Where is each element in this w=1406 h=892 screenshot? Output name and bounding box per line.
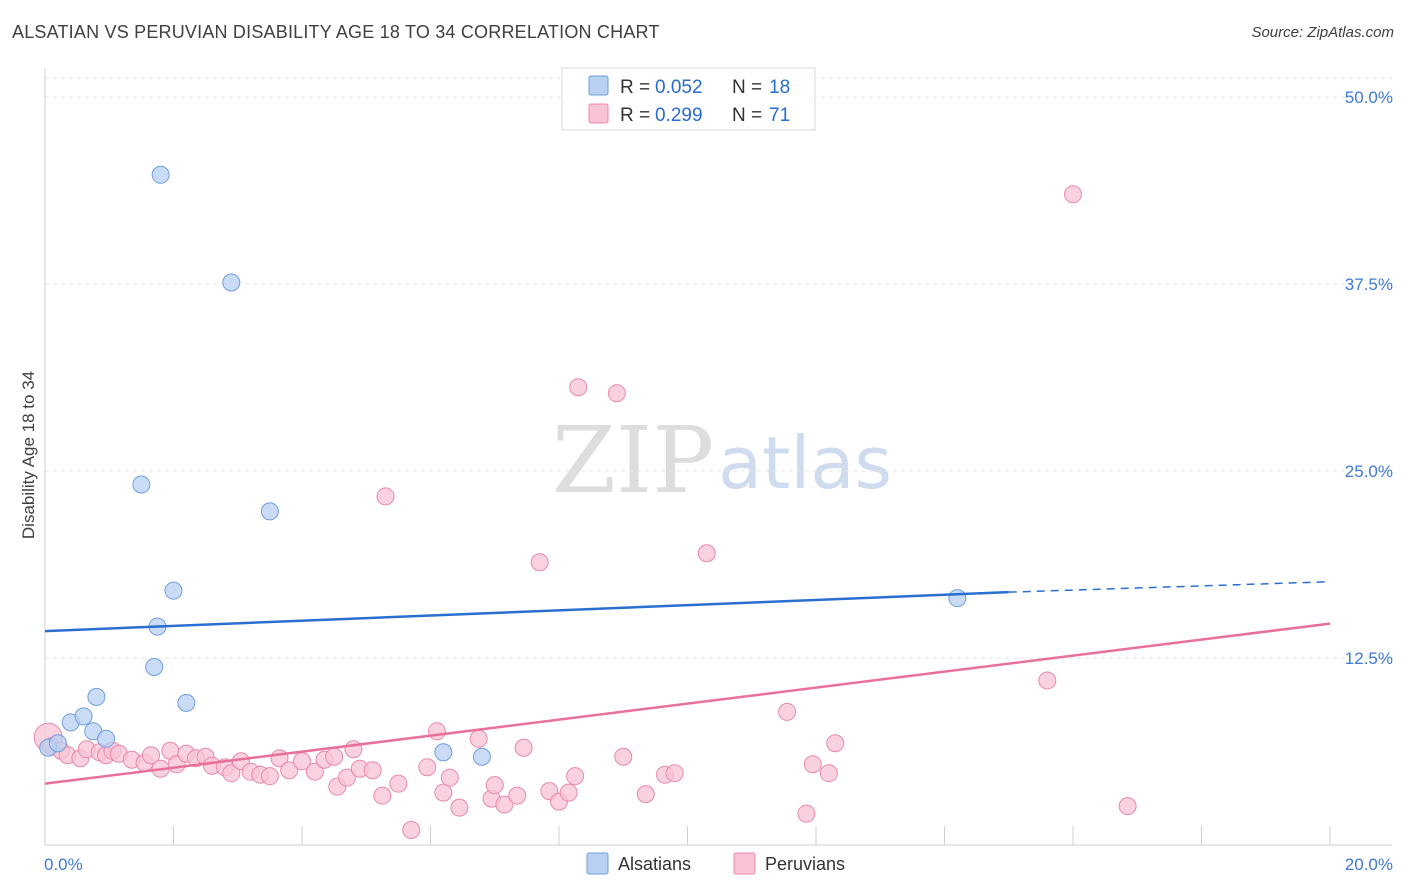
legend-n-value-peruvians: 71: [769, 105, 790, 126]
alsatian-point: [87, 687, 106, 706]
chart-title: ALSATIAN VS PERUVIAN DISABILITY AGE 18 T…: [12, 22, 660, 42]
peruvian-point: [697, 544, 716, 563]
legend-r-value-alsatians: 0.052: [655, 77, 703, 98]
peruvian-point: [363, 761, 382, 780]
y-tick-label: 12.5%: [1345, 649, 1393, 668]
watermark-zip: ZIP: [552, 407, 714, 514]
peruvian-point: [778, 702, 797, 721]
peruvian-point: [280, 761, 299, 780]
legend-swatch-alsatians: [588, 75, 609, 96]
peruvian-point: [514, 738, 533, 757]
alsatian-point: [97, 729, 116, 748]
alsatian-point: [177, 693, 196, 712]
peruvian-point: [559, 783, 578, 802]
peruvian-point: [418, 758, 437, 777]
alsatian-point: [74, 707, 93, 726]
alsatian-point: [132, 475, 151, 494]
peruvian-point: [1118, 797, 1137, 816]
gridlines: [45, 77, 1392, 659]
peruvian-point: [434, 783, 453, 802]
peruvian-point: [325, 747, 344, 766]
peruvian-point: [607, 384, 626, 403]
legend-n-label-alsatians: N =: [732, 77, 762, 98]
peruvian-point: [636, 785, 655, 804]
x-tick-label-min: 0.0%: [44, 855, 83, 874]
series-legend-label-alsatians: Alsatians: [618, 854, 691, 874]
peruvian-point: [337, 768, 356, 787]
peruvian-point: [803, 755, 822, 774]
alsatian-point: [472, 747, 491, 766]
legend-r-label-alsatians: R =: [620, 77, 650, 98]
y-tick-label: 37.5%: [1345, 275, 1393, 294]
watermark-atlas: atlas: [718, 421, 892, 505]
peruvian-point: [427, 722, 446, 741]
correlation-legend: R = 0.052 N = 18 R = 0.299 N = 71: [561, 67, 816, 131]
y-tick-label: 50.0%: [1345, 88, 1393, 107]
peruvian-point: [260, 767, 279, 786]
peruvian-point: [389, 774, 408, 793]
watermark: ZIP atlas: [552, 407, 892, 514]
y-tick-labels: 12.5% 25.0% 37.5% 50.0%: [1345, 88, 1393, 668]
alsatian-point: [48, 734, 67, 753]
peruvian-point: [614, 747, 633, 766]
peruvian-point: [485, 776, 504, 795]
peruvian-point: [440, 768, 459, 787]
peruvian-point: [665, 764, 684, 783]
alsatian-point: [151, 165, 170, 184]
alsatian-point: [164, 581, 183, 600]
series-legend-label-peruvians: Peruvians: [765, 854, 845, 874]
alsatian-point: [948, 589, 967, 608]
legend-r-label-peruvians: R =: [620, 105, 650, 126]
peruvian-point: [402, 821, 421, 840]
peruvian-point: [566, 767, 585, 786]
peruvian-point: [530, 553, 549, 572]
alsatian-point: [145, 657, 164, 676]
peruvian-point: [450, 798, 469, 817]
source-credit: Source: ZipAtlas.com: [1251, 24, 1394, 41]
peruvian-point: [495, 795, 514, 814]
series-legend-swatch-peruvians: [733, 852, 756, 875]
alsatian-point: [222, 273, 241, 292]
y-axis-title: Disability Age 18 to 34: [19, 371, 38, 539]
peruvian-point: [373, 786, 392, 805]
alsatian-point: [434, 743, 453, 762]
peruvian-point: [569, 378, 588, 397]
legend-n-value-alsatians: 18: [769, 77, 790, 98]
alsatian-point: [260, 502, 279, 521]
peruvians-trend-line: [44, 622, 1331, 785]
x-tick-labels: 0.0% 20.0%: [44, 855, 1393, 874]
peruvian-point: [469, 729, 488, 748]
trend-lines: [44, 580, 1331, 785]
legend-swatch-peruvians: [588, 103, 609, 124]
axes: [44, 68, 1392, 846]
peruvian-point: [508, 786, 527, 805]
peruvian-point: [305, 762, 324, 781]
peruvian-point: [142, 746, 161, 765]
legend-n-label-peruvians: N =: [732, 105, 762, 126]
peruvian-point: [222, 764, 241, 783]
y-tick-label: 25.0%: [1345, 462, 1393, 481]
series-legend-swatch-alsatians: [586, 852, 609, 875]
peruvian-point: [826, 734, 845, 753]
legend-r-value-peruvians: 0.299: [655, 105, 703, 126]
peruvian-point: [819, 764, 838, 783]
peruvian-point: [1038, 671, 1057, 690]
alsatians-trend-extension: [1008, 580, 1331, 593]
peruvian-point: [1064, 185, 1082, 204]
peruvian-point: [797, 804, 816, 823]
alsatians-trend-line: [44, 590, 1009, 633]
series-legend: Alsatians Peruvians: [586, 852, 845, 875]
peruvian-point: [376, 487, 395, 506]
x-tick-label-max: 20.0%: [1345, 855, 1393, 874]
